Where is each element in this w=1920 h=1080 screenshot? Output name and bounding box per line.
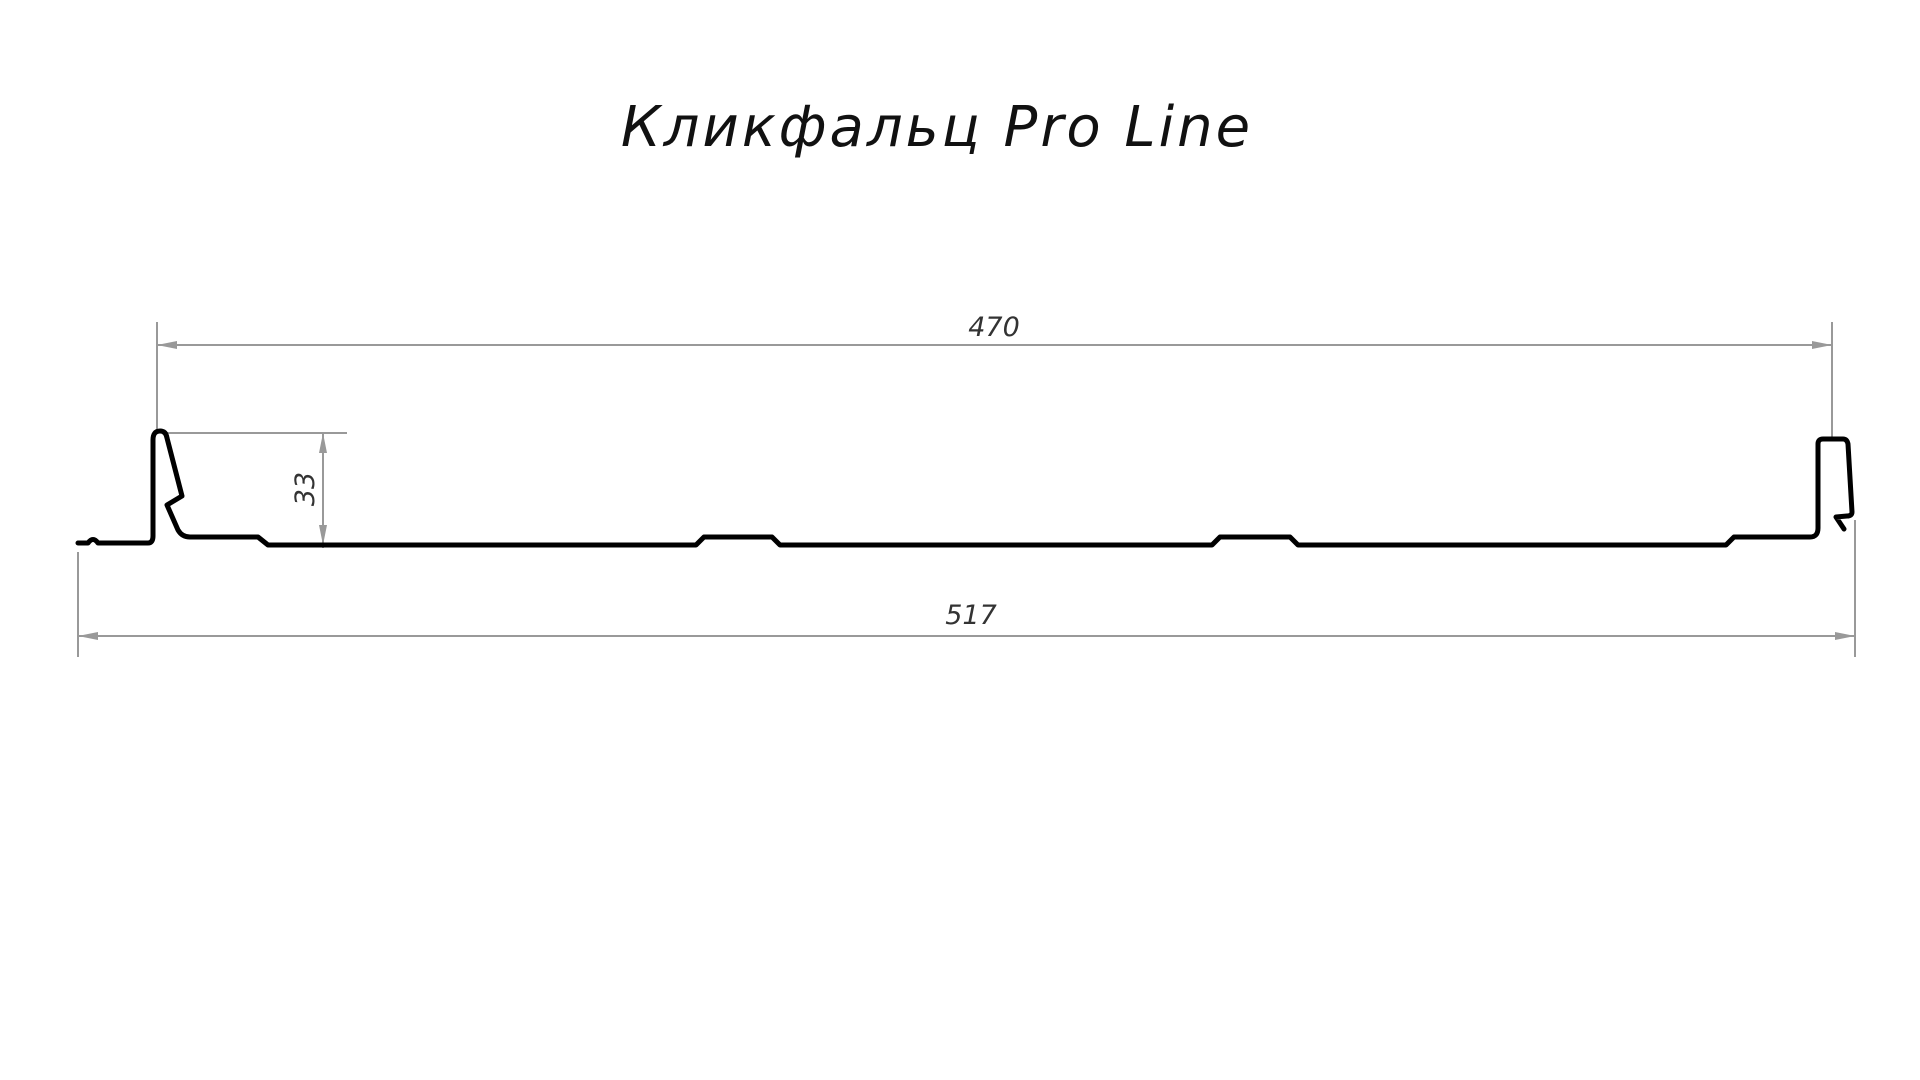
dimension-470: 470	[156, 312, 1833, 438]
dimension-33: 33	[165, 432, 347, 548]
panel-profile	[75, 428, 1855, 548]
arrow-right-icon	[1812, 341, 1832, 349]
drawing-title: Кликфальц Pro Line	[621, 95, 1253, 160]
arrow-left-icon	[78, 632, 98, 640]
dimension-517: 517	[77, 520, 1856, 657]
arrow-bottom-icon	[319, 525, 327, 545]
dimension-label-470: 470	[968, 312, 1020, 343]
arrow-top-icon	[319, 433, 327, 453]
dimension-label-517: 517	[945, 600, 997, 631]
dimension-label-33: 33	[290, 472, 321, 506]
arrow-right-icon	[1835, 632, 1855, 640]
arrow-left-icon	[157, 341, 177, 349]
